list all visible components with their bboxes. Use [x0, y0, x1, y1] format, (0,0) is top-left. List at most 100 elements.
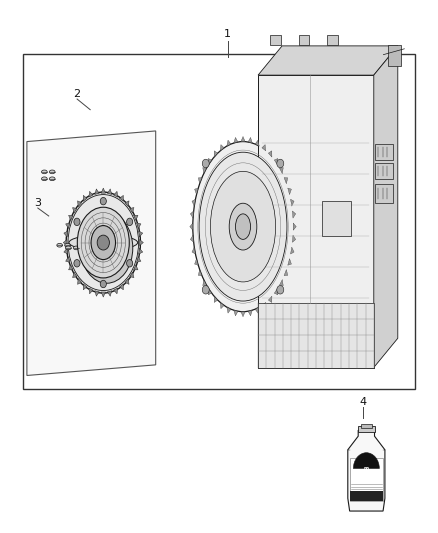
- Circle shape: [74, 218, 80, 225]
- Polygon shape: [203, 279, 206, 286]
- Polygon shape: [192, 199, 195, 206]
- Polygon shape: [89, 288, 93, 294]
- Polygon shape: [208, 158, 212, 165]
- Circle shape: [202, 286, 209, 294]
- Ellipse shape: [193, 142, 293, 312]
- Polygon shape: [214, 296, 218, 303]
- Polygon shape: [194, 259, 198, 265]
- Ellipse shape: [199, 152, 287, 301]
- Polygon shape: [220, 302, 224, 309]
- Polygon shape: [234, 310, 238, 316]
- Polygon shape: [120, 195, 124, 201]
- Polygon shape: [78, 201, 81, 207]
- Polygon shape: [139, 248, 143, 254]
- Ellipse shape: [42, 177, 47, 181]
- Polygon shape: [101, 188, 106, 193]
- Text: 4: 4: [360, 397, 367, 407]
- Bar: [258, 303, 374, 368]
- Text: 3: 3: [34, 198, 41, 208]
- Polygon shape: [83, 284, 87, 290]
- Polygon shape: [241, 312, 245, 317]
- Polygon shape: [214, 151, 218, 157]
- Polygon shape: [78, 278, 81, 285]
- Polygon shape: [89, 191, 93, 197]
- Polygon shape: [137, 256, 141, 262]
- Bar: [388, 45, 401, 66]
- Polygon shape: [63, 239, 67, 246]
- Polygon shape: [137, 223, 141, 229]
- Circle shape: [100, 197, 106, 205]
- Polygon shape: [192, 247, 195, 254]
- Circle shape: [202, 159, 209, 168]
- Polygon shape: [66, 223, 70, 229]
- Polygon shape: [292, 211, 296, 218]
- Polygon shape: [125, 278, 129, 285]
- Polygon shape: [255, 140, 259, 146]
- Circle shape: [100, 280, 106, 288]
- Polygon shape: [27, 131, 155, 375]
- Polygon shape: [288, 259, 291, 265]
- Polygon shape: [279, 279, 283, 286]
- Bar: [270, 35, 281, 45]
- Polygon shape: [191, 235, 194, 243]
- Ellipse shape: [74, 246, 79, 250]
- Polygon shape: [130, 207, 134, 213]
- Polygon shape: [134, 215, 138, 221]
- Bar: [299, 35, 310, 45]
- Text: 1: 1: [224, 29, 231, 39]
- Polygon shape: [113, 288, 118, 294]
- Ellipse shape: [66, 246, 71, 250]
- Polygon shape: [293, 223, 296, 230]
- Polygon shape: [290, 247, 294, 254]
- Ellipse shape: [229, 203, 257, 250]
- Circle shape: [127, 260, 133, 267]
- Polygon shape: [83, 195, 87, 201]
- Ellipse shape: [66, 192, 141, 293]
- Polygon shape: [120, 284, 124, 290]
- Polygon shape: [284, 270, 288, 276]
- Ellipse shape: [91, 225, 116, 260]
- Polygon shape: [208, 288, 212, 295]
- Polygon shape: [95, 189, 99, 195]
- Circle shape: [127, 218, 133, 225]
- Circle shape: [277, 159, 284, 168]
- Polygon shape: [134, 265, 138, 270]
- Polygon shape: [198, 270, 202, 276]
- Ellipse shape: [78, 207, 129, 278]
- Polygon shape: [274, 158, 278, 165]
- Ellipse shape: [69, 235, 138, 250]
- Polygon shape: [268, 151, 272, 157]
- Text: 2: 2: [74, 88, 81, 99]
- Polygon shape: [262, 302, 266, 309]
- Polygon shape: [288, 188, 291, 195]
- Bar: [374, 144, 393, 160]
- Ellipse shape: [42, 170, 47, 174]
- Polygon shape: [64, 231, 68, 237]
- Ellipse shape: [49, 177, 55, 181]
- Polygon shape: [140, 239, 143, 246]
- Ellipse shape: [81, 213, 133, 283]
- Bar: [350, 458, 383, 501]
- Polygon shape: [241, 136, 245, 142]
- Bar: [374, 184, 393, 203]
- Ellipse shape: [236, 214, 251, 239]
- Circle shape: [277, 286, 284, 294]
- Ellipse shape: [65, 244, 71, 247]
- Ellipse shape: [210, 171, 276, 282]
- Polygon shape: [113, 191, 118, 197]
- Wedge shape: [353, 453, 379, 469]
- Bar: [374, 163, 393, 179]
- Polygon shape: [274, 288, 278, 295]
- Polygon shape: [64, 248, 68, 254]
- Bar: [328, 35, 339, 45]
- Ellipse shape: [49, 170, 55, 174]
- Polygon shape: [255, 307, 259, 313]
- Polygon shape: [125, 201, 129, 207]
- Bar: [361, 424, 372, 427]
- Bar: [322, 201, 351, 236]
- Polygon shape: [101, 292, 106, 297]
- Polygon shape: [290, 199, 294, 206]
- Polygon shape: [107, 290, 112, 296]
- Polygon shape: [348, 430, 385, 511]
- Circle shape: [74, 260, 80, 267]
